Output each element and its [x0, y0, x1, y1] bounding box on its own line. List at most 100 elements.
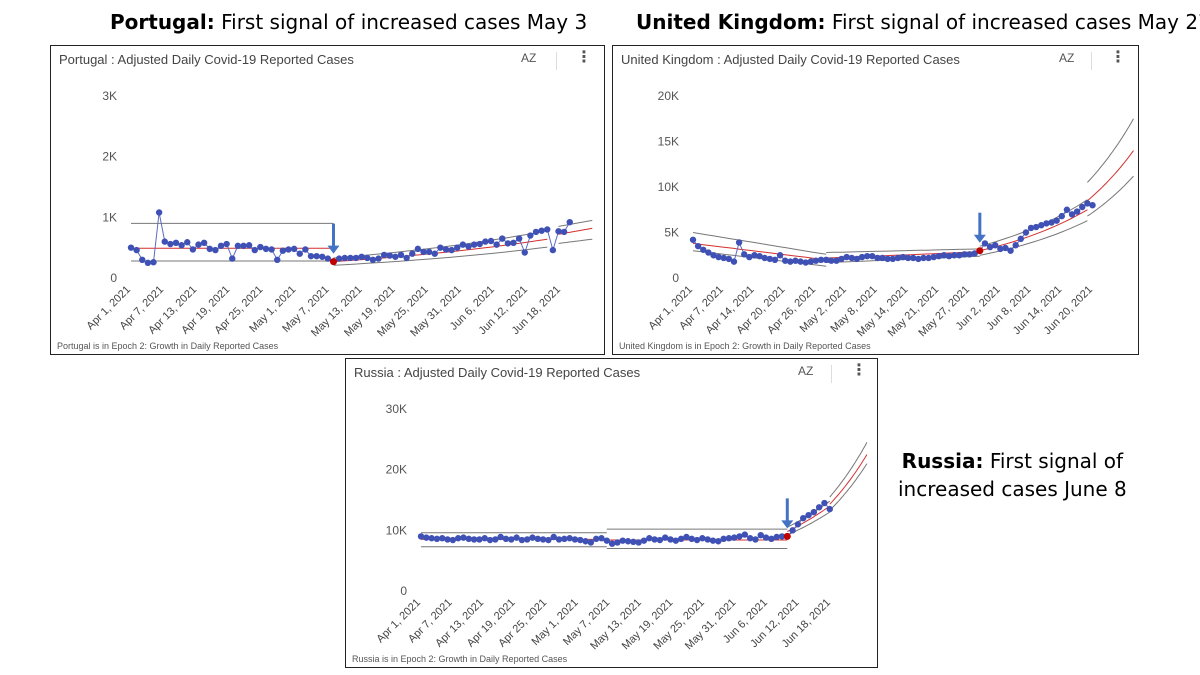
- data-point: [493, 241, 500, 248]
- sort-az-icon[interactable]: AZ: [521, 51, 537, 65]
- y-tick-label: 2K: [102, 150, 117, 164]
- data-point: [945, 252, 953, 260]
- data-point: [710, 252, 717, 259]
- data-point: [482, 238, 489, 245]
- data-point: [279, 247, 287, 254]
- data-point: [437, 244, 444, 251]
- data-point: [566, 218, 573, 226]
- data-point: [661, 534, 669, 541]
- data-point: [150, 259, 157, 266]
- data-point: [481, 535, 488, 542]
- signal-point: [976, 247, 984, 255]
- data-point: [459, 241, 467, 248]
- data-point: [715, 538, 722, 545]
- data-point: [1068, 211, 1076, 218]
- band-lower-line: [979, 220, 1088, 256]
- signal-arrow-head: [781, 520, 794, 529]
- data-point: [523, 536, 531, 543]
- data-point: [826, 505, 833, 513]
- data-point: [515, 235, 523, 242]
- data-point: [797, 258, 804, 265]
- data-point: [991, 242, 999, 249]
- data-point: [425, 248, 433, 256]
- data-point: [858, 253, 866, 261]
- signal-point: [330, 258, 337, 266]
- data-point: [392, 253, 399, 260]
- data-point: [545, 536, 552, 544]
- data-point: [651, 536, 658, 543]
- data-point: [874, 254, 881, 262]
- data-point: [805, 511, 812, 519]
- caption-uk: United Kingdom: First signal of increase…: [636, 10, 1200, 34]
- toolbar-divider: [556, 52, 557, 70]
- more-vert-icon[interactable]: ⋮: [1110, 49, 1126, 66]
- sort-az-icon[interactable]: AZ: [798, 364, 814, 378]
- signal-arrow-head: [973, 234, 986, 243]
- band-upper-line: [979, 199, 1088, 247]
- data-point: [508, 536, 515, 543]
- data-point: [513, 534, 520, 541]
- y-tick-label: 10K: [658, 180, 679, 194]
- more-vert-icon[interactable]: ⋮: [576, 49, 592, 66]
- chart-panel-portugal: Portugal : Adjusted Daily Covid-19 Repor…: [50, 45, 605, 355]
- data-point: [1038, 222, 1045, 229]
- data-point: [324, 255, 332, 262]
- data-point: [454, 535, 462, 542]
- data-point: [341, 254, 348, 262]
- chart-title: Portugal : Adjusted Daily Covid-19 Repor…: [59, 52, 354, 67]
- sort-az-icon[interactable]: AZ: [1059, 51, 1075, 65]
- band-upper-line: [692, 232, 827, 255]
- data-point: [746, 535, 754, 542]
- data-point: [127, 244, 135, 251]
- data-point: [1007, 247, 1014, 254]
- data-point: [532, 228, 540, 236]
- band-upper-line: [826, 248, 980, 253]
- data-point: [700, 246, 707, 253]
- data-point: [910, 254, 917, 262]
- data-point: [414, 245, 422, 253]
- data-point: [915, 255, 922, 263]
- data-point: [1012, 242, 1019, 249]
- data-point: [161, 238, 168, 245]
- y-tick-label: 10K: [386, 523, 407, 537]
- data-point: [997, 245, 1004, 253]
- data-point: [539, 536, 547, 543]
- data-point: [417, 533, 425, 540]
- data-point: [499, 235, 506, 242]
- data-point: [1017, 235, 1025, 243]
- data-point: [741, 251, 748, 258]
- data-point: [789, 527, 796, 534]
- data-point: [720, 254, 727, 262]
- data-point: [133, 246, 140, 254]
- chart-footer: United Kingdom is in Epoch 2: Growth in …: [619, 341, 871, 351]
- y-tick-label: 0: [110, 271, 117, 285]
- data-point: [577, 536, 584, 544]
- data-point: [802, 259, 809, 266]
- data-point: [386, 252, 393, 259]
- data-point: [935, 252, 943, 260]
- data-point: [757, 531, 764, 539]
- forecast-lower-line: [558, 238, 593, 244]
- data-point: [527, 232, 534, 239]
- data-point: [603, 537, 611, 544]
- data-point: [534, 535, 541, 543]
- more-vert-icon[interactable]: ⋮: [851, 362, 867, 379]
- data-point: [200, 239, 208, 247]
- data-point: [768, 535, 775, 543]
- data-point: [1048, 219, 1055, 226]
- data-point: [807, 258, 815, 265]
- data-point: [529, 534, 536, 541]
- data-point: [920, 254, 927, 262]
- data-point: [433, 535, 441, 543]
- data-point: [762, 534, 770, 541]
- data-point: [598, 535, 605, 542]
- y-tick-label: 1K: [102, 210, 117, 224]
- data-point: [630, 538, 637, 546]
- data-point: [335, 255, 343, 262]
- data-point: [810, 508, 818, 516]
- data-point: [725, 255, 733, 263]
- data-point: [229, 255, 236, 262]
- data-point: [510, 239, 517, 247]
